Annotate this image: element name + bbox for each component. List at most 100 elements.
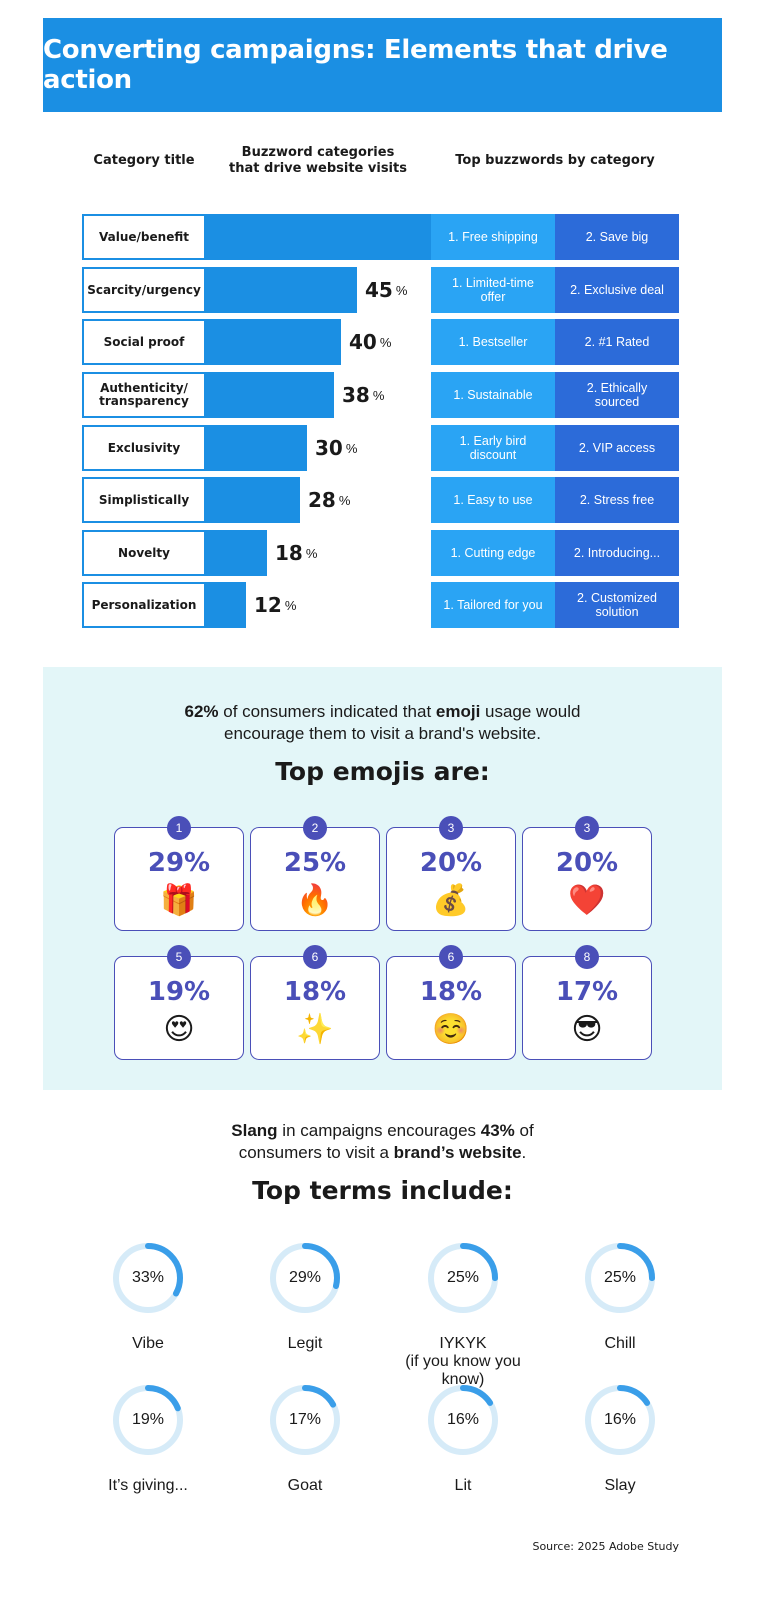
category-row: Personalization 12% 1. Tailored for you 2. … [82, 582, 679, 628]
term-label: Slay [540, 1477, 700, 1495]
category-row: Social proof 40% 1. Bestseller 2. #1 Rated [82, 319, 679, 365]
bar-value-number: 38 [342, 383, 370, 407]
term-percentage: 29% [288, 1269, 322, 1286]
top-buzzword-1: 1. Tailored for you [431, 582, 555, 628]
ring-fill [113, 1243, 183, 1313]
slang-term: 25% IYKYK (if you know you know) [383, 1241, 543, 1388]
term-percentage: 16% [603, 1411, 637, 1428]
term-label-main: Vibe [132, 1335, 164, 1352]
ring-chart [113, 1243, 183, 1313]
bar-value-unit: % [372, 387, 385, 403]
slang-intro-bold2: brand’s website [393, 1143, 522, 1162]
top-buzzword-2: 2. Exclusive deal [555, 267, 679, 313]
column-header-visits-line2: that drive website visits [229, 161, 407, 176]
term-label: Legit [225, 1335, 385, 1353]
top-buzzword-1: 1. Bestseller [431, 319, 555, 365]
ring-fill [270, 1243, 340, 1313]
bar-value-number: 12 [254, 593, 282, 617]
bar-value-label: 30% [315, 425, 357, 471]
top-buzzword-2: 2. Ethically sourced [555, 372, 679, 418]
top-buzzword-2: 2. Stress free [555, 477, 679, 523]
emoji-percentage: 29% [147, 848, 211, 878]
bar [206, 319, 341, 365]
category-label: Scarcity/urgency [82, 267, 206, 313]
ring-chart [428, 1385, 498, 1455]
emoji-intro-line1: 62% of consumers indicated that emoji us… [43, 701, 722, 723]
ring-fill [113, 1385, 183, 1455]
emoji-icon: 😎 [571, 1012, 603, 1047]
emoji-title: Top emojis are: [275, 757, 490, 786]
emoji-intro-bold: emoji [435, 702, 481, 721]
rank-badge: 6 [303, 945, 327, 969]
bar [206, 530, 267, 576]
header-banner: Converting campaigns: Elements that driv… [43, 18, 722, 112]
emoji-intro-line2: encourage them to visit a brand's websit… [224, 724, 541, 743]
rank-badge: 3 [439, 816, 463, 840]
category-row: Simplistically 28% 1. Easy to use 2. Stress… [82, 477, 679, 523]
bar-value-label: 45% [365, 267, 407, 313]
top-buzzword-1: 1. Sustainable [431, 372, 555, 418]
category-row: Authenticity/ transparency 38% 1. Sustaina… [82, 372, 679, 418]
column-header-visits: Buzzword categories that drive website v… [226, 145, 410, 177]
slang-term: 16% Lit [383, 1383, 543, 1523]
bar-value-label: 38% [342, 372, 384, 418]
bar-value-number: 28 [308, 488, 336, 512]
emoji-percentage: 18% [283, 977, 347, 1007]
page-title: Converting campaigns: Elements that driv… [43, 35, 668, 95]
emoji-card: 5 19% 😍 [114, 945, 244, 1060]
bar-value-number: 40 [349, 330, 377, 354]
bar-value-unit: % [305, 545, 318, 561]
bar-value-number: 30 [315, 436, 343, 460]
emoji-icon: ✨ [296, 1012, 334, 1047]
bar-value-number: 18 [275, 541, 303, 565]
slang-term: 17% Goat [225, 1383, 385, 1523]
column-header-category: Category title [93, 153, 195, 168]
emoji-icon: 🎁 [160, 883, 198, 918]
bar-value-number: 45 [365, 278, 393, 302]
slang-term: 25% Chill [540, 1241, 700, 1381]
top-buzzword-2: 2. #1 Rated [555, 319, 679, 365]
top-buzzword-2: 2. Introducing... [555, 530, 679, 576]
top-buzzword-2: 2. Save big [555, 214, 679, 260]
ring-fill [428, 1385, 498, 1455]
bar-value-unit: % [338, 492, 351, 508]
term-percentage: 19% [131, 1411, 165, 1428]
slang-intro-line2: consumers to visit a brand’s website. [43, 1142, 722, 1164]
term-label: Goat [225, 1477, 385, 1495]
term-label-main: Legit [287, 1335, 323, 1352]
bar-value-unit: % [395, 282, 408, 298]
bar [206, 582, 246, 628]
source-note: Source: 2025 Adobe Study [532, 1540, 679, 1553]
rank-badge: 5 [167, 945, 191, 969]
ring-fill [585, 1385, 655, 1455]
category-label: Authenticity/ transparency [82, 372, 206, 418]
rank-badge: 3 [575, 816, 599, 840]
ring-chart [585, 1243, 655, 1313]
term-label: Lit [383, 1477, 543, 1495]
ring-chart [113, 1385, 183, 1455]
bar [206, 477, 300, 523]
emoji-icon: 😍 [163, 1012, 195, 1047]
term-label-main: Goat [287, 1477, 323, 1494]
emoji-card: 3 20% ❤️ [522, 816, 652, 931]
slang-intro: Slang in campaigns encourages 43% of con… [43, 1120, 722, 1164]
emoji-percentage: 20% [555, 848, 619, 878]
bar-value-unit: % [345, 440, 358, 456]
slang-intro-pct: 43% [480, 1121, 515, 1140]
emoji-icon: 🔥 [296, 883, 334, 918]
ring-fill [428, 1243, 498, 1313]
ring-fill [270, 1385, 340, 1455]
slang-term: 19% It’s giving... [68, 1383, 228, 1523]
top-buzzword-1: 1. Limited-time offer [431, 267, 555, 313]
column-header-buzzwords: Top buzzwords by category [455, 153, 655, 168]
top-buzzword-1: 1. Easy to use [431, 477, 555, 523]
top-buzzword-1: 1. Early bird discount [431, 425, 555, 471]
rank-badge: 2 [303, 816, 327, 840]
bar [206, 214, 455, 260]
ring-chart [428, 1243, 498, 1313]
term-percentage: 17% [288, 1411, 322, 1428]
emoji-percentage: 25% [283, 848, 347, 878]
term-percentage: 25% [446, 1269, 480, 1286]
bar-value-unit: % [379, 334, 392, 350]
category-row: Novelty 18% 1. Cutting edge 2. Introducing.… [82, 530, 679, 576]
